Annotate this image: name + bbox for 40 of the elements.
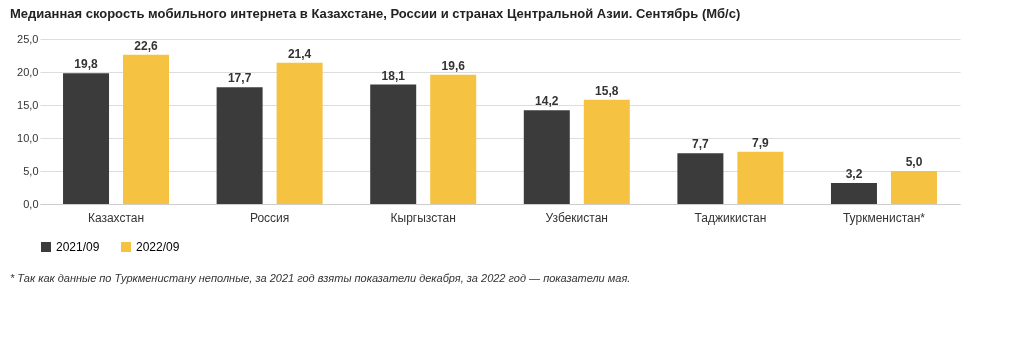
bar bbox=[737, 151, 784, 204]
legend-label: 2022/09 bbox=[136, 240, 180, 254]
bar bbox=[677, 153, 724, 204]
data-label: 5,0 bbox=[905, 155, 923, 169]
bar bbox=[523, 110, 570, 204]
x-tick-label: Казахстан bbox=[87, 210, 145, 225]
data-label: 7,7 bbox=[692, 137, 710, 152]
data-label: 7,9 bbox=[752, 135, 770, 150]
data-label: 19,6 bbox=[441, 58, 466, 73]
y-tick-label: 0,0 bbox=[23, 197, 39, 210]
data-label: 19,8 bbox=[74, 57, 99, 72]
data-label: 15,8 bbox=[595, 83, 619, 98]
data-label: 14,2 bbox=[535, 94, 559, 109]
bar bbox=[216, 87, 263, 204]
data-label: 21,4 bbox=[287, 46, 312, 61]
bar bbox=[370, 84, 417, 204]
y-tick-label: 25,0 bbox=[17, 32, 39, 45]
bar bbox=[830, 182, 877, 204]
y-tick-label: 5,0 bbox=[23, 164, 39, 177]
bar bbox=[430, 74, 477, 204]
x-tick-label: Таджикистан bbox=[694, 210, 767, 225]
data-label: 3,2 bbox=[845, 166, 863, 181]
text: * Так как данные по Туркменистану неполные, за 2021 год взяты показатели декабря, за 2022 год — показатели мая. bbox=[10, 272, 631, 284]
y-tick-label: 20,0 bbox=[17, 65, 39, 78]
bar bbox=[63, 73, 110, 204]
bar bbox=[583, 99, 630, 204]
chart-title: Медианная скорость мобильного интернета в Казахстане, России и странах Центральной Азии. Сентябрь (Мб/с) bbox=[10, 6, 741, 21]
x-tick-label: Кыргызстан bbox=[390, 210, 456, 225]
x-tick-label: Россия bbox=[249, 210, 290, 225]
data-label: 17,7 bbox=[227, 71, 252, 86]
x-tick-label: Туркменистан* bbox=[842, 210, 926, 225]
y-tick-label: 15,0 bbox=[17, 98, 39, 111]
legend-label: 2021/09 bbox=[56, 240, 100, 254]
y-tick-label: 10,0 bbox=[17, 131, 39, 144]
bar bbox=[276, 62, 323, 204]
bar bbox=[123, 54, 170, 204]
bar bbox=[890, 171, 937, 204]
data-label: 22,6 bbox=[134, 38, 159, 53]
x-tick-label: Узбекистан bbox=[545, 210, 608, 225]
data-label: 18,1 bbox=[381, 68, 406, 83]
